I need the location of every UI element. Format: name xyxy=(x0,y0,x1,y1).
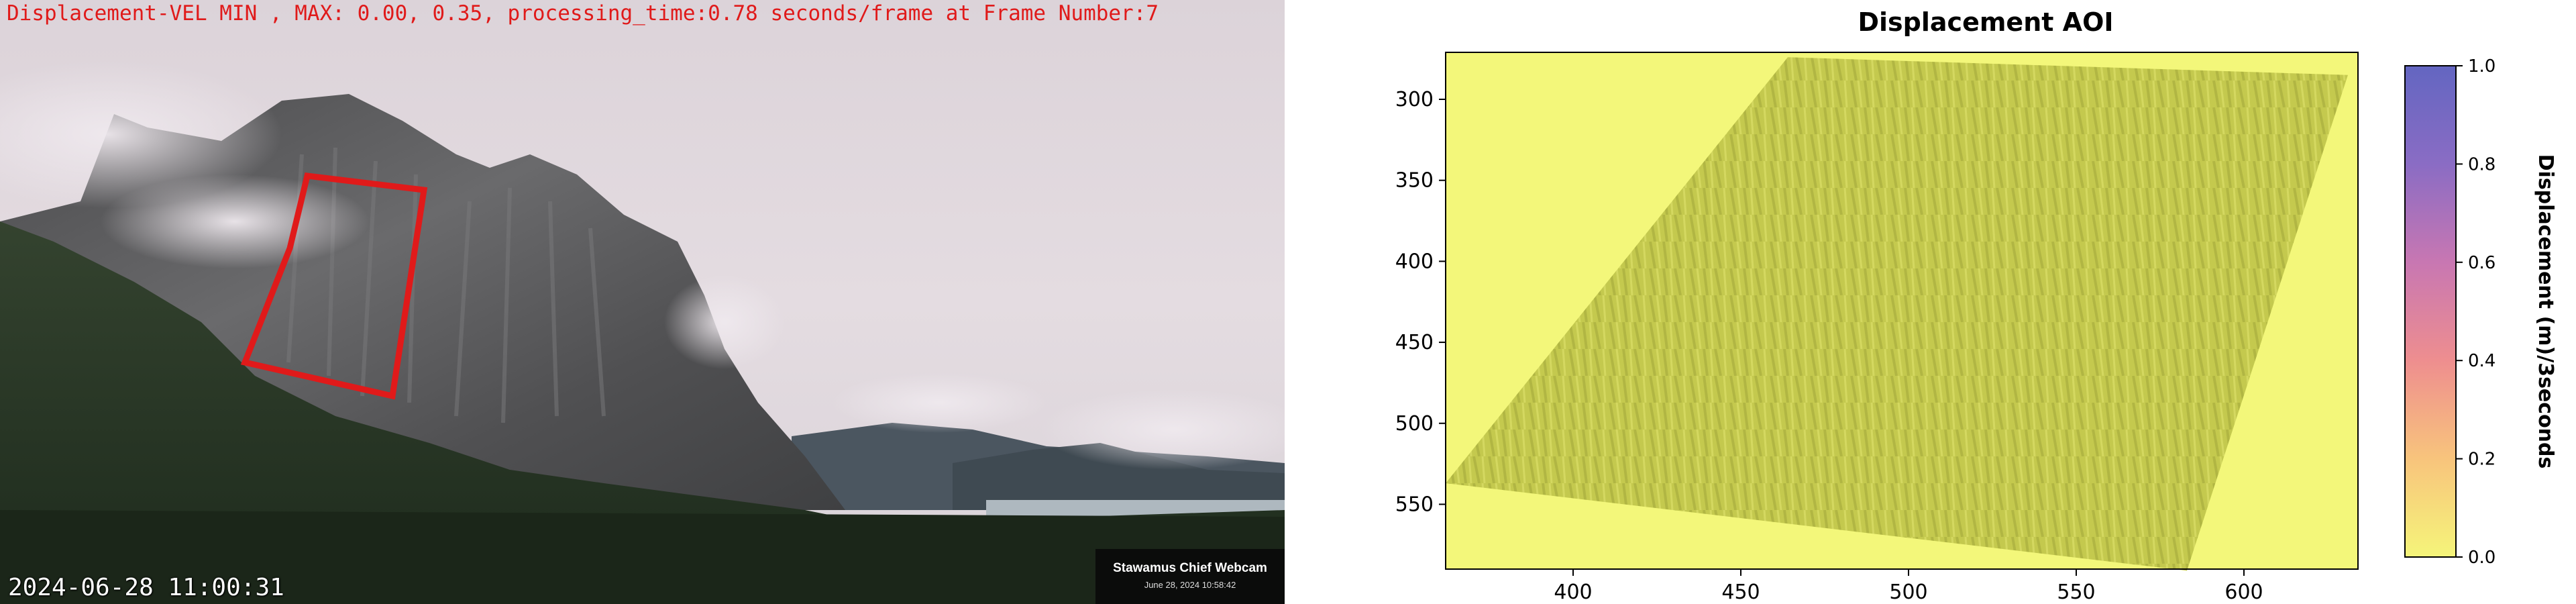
webcam-badge-name: Stawamus Chief Webcam xyxy=(1113,561,1267,575)
webcam-badge-date: June 28, 2024 10:58:42 xyxy=(1144,580,1236,590)
plot-frame xyxy=(1445,52,2359,570)
aoi-outline xyxy=(240,172,428,400)
x-tick-label: 450 xyxy=(1721,581,1760,604)
colorbar-title: Displacement (m)/3seconds xyxy=(2534,154,2557,469)
y-tick-label: 350 xyxy=(1395,169,1434,193)
y-tick-label: 400 xyxy=(1395,250,1434,273)
colorbar-tick-label: 0.8 xyxy=(2468,154,2496,174)
processing-status-text: Displacement-VEL MIN , MAX: 0.00, 0.35, … xyxy=(7,1,1159,26)
chart-svg: Displacement AOI 400 450 500 550 60030035040… xyxy=(1395,7,2557,604)
y-tick-label: 500 xyxy=(1395,412,1434,436)
x-tick-label: 500 xyxy=(1889,581,1927,604)
displacement-chart: Displacement AOI 400 450 500 550 600 300 350 40… xyxy=(1285,0,2576,604)
colorbar-tick-label: 1.0 xyxy=(2468,56,2496,77)
y-tick-label: 550 xyxy=(1395,493,1434,516)
aoi-region xyxy=(1446,57,2348,571)
x-tick-label: 400 xyxy=(1554,581,1592,604)
colorbar-tick-label: 0.0 xyxy=(2468,548,2496,568)
colorbar: 0.0 0.2 0.4 0.6 0.8 1.0 Displacement (m)/3seco… xyxy=(2404,56,2557,568)
y-tick-label: 300 xyxy=(1395,88,1434,111)
plot-area: 400 450 500 550 600 300 350 400 450 500 550 xyxy=(1395,52,2359,604)
colorbar-tick-label: 0.4 xyxy=(2468,351,2496,371)
webcam-view: Displacement-VEL MIN , MAX: 0.00, 0.35, … xyxy=(0,0,1285,604)
colorbar-gradient xyxy=(2404,65,2457,558)
frame-timestamp: 2024-06-28 11:00:31 xyxy=(8,574,284,601)
chart-title: Displacement AOI xyxy=(1858,7,2113,37)
colorbar-tick-label: 0.2 xyxy=(2468,450,2496,470)
webcam-scene xyxy=(0,0,1285,604)
colorbar-tick-label: 0.6 xyxy=(2468,253,2496,273)
y-tick-label: 450 xyxy=(1395,331,1434,354)
webcam-badge: Stawamus Chief Webcam June 28, 2024 10:5… xyxy=(1095,549,1285,604)
x-tick-label: 600 xyxy=(2224,581,2263,604)
x-tick-label: 550 xyxy=(2057,581,2095,604)
